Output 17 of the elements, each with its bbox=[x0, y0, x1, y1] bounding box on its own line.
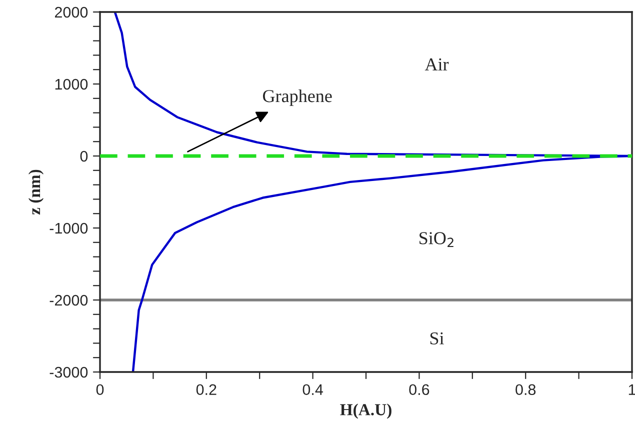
y-tick-label: 1000 bbox=[55, 78, 88, 90]
x-tick-label: 0.6 bbox=[409, 384, 430, 396]
x-tick-label: 0.8 bbox=[516, 384, 536, 396]
y-axis-title: z (nm) bbox=[28, 170, 44, 215]
y-tick-label: 2000 bbox=[54, 6, 88, 18]
annotation: Air bbox=[424, 58, 449, 70]
y-tick-label: -3000 bbox=[50, 366, 88, 378]
x-tick-label: 0.2 bbox=[196, 384, 216, 396]
x-tick-label: 0.4 bbox=[302, 384, 323, 396]
annotation: SiO$_{2}$ bbox=[420, 232, 454, 248]
annotation: Si bbox=[430, 332, 444, 344]
y-tick-label: 0 bbox=[80, 150, 88, 162]
x-tick-label: 0 bbox=[96, 384, 104, 396]
annotation: Graphene bbox=[263, 89, 332, 106]
y-tick-label: -1000 bbox=[50, 222, 88, 234]
x-axis-title: H(A.U) bbox=[340, 404, 392, 419]
y-tick-label: -2000 bbox=[50, 294, 88, 306]
